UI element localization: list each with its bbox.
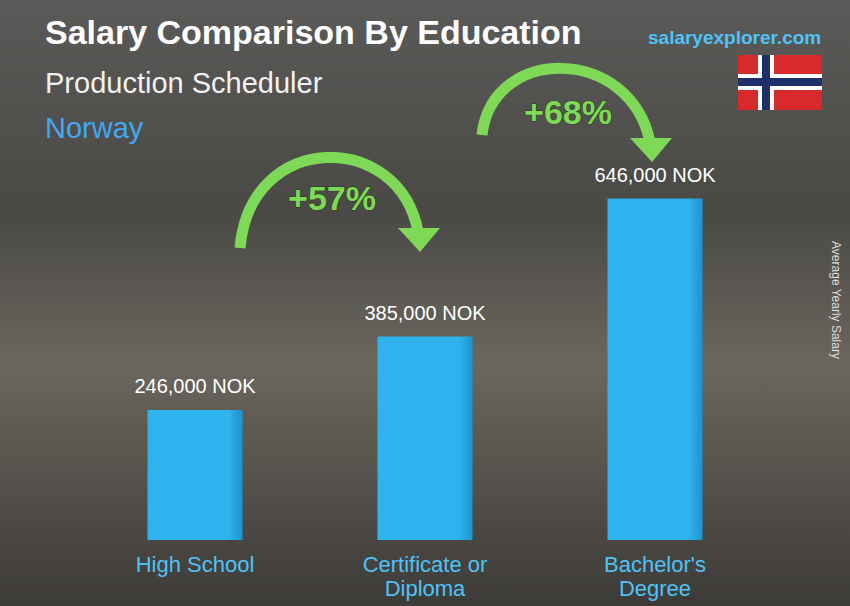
svg-text:Norway: Norway [45,112,144,144]
svg-text:646,000 NOK: 646,000 NOK [594,164,716,186]
svg-text:Diploma: Diploma [385,576,466,601]
svg-text:Salary Comparison By Education: Salary Comparison By Education [45,13,582,51]
svg-text:+57%: +57% [288,179,376,217]
svg-text:High School: High School [136,552,255,577]
svg-text:Bachelor's: Bachelor's [604,552,706,577]
svg-text:Degree: Degree [619,576,691,601]
svg-text:385,000 NOK: 385,000 NOK [364,302,486,324]
svg-text:Production Scheduler: Production Scheduler [45,67,323,99]
svg-text:salaryexplorer.com: salaryexplorer.com [648,27,821,48]
svg-text:Average Yearly Salary: Average Yearly Salary [829,241,843,359]
svg-text:Certificate or: Certificate or [363,552,488,577]
svg-text:246,000 NOK: 246,000 NOK [134,375,256,397]
svg-text:+68%: +68% [524,93,612,131]
